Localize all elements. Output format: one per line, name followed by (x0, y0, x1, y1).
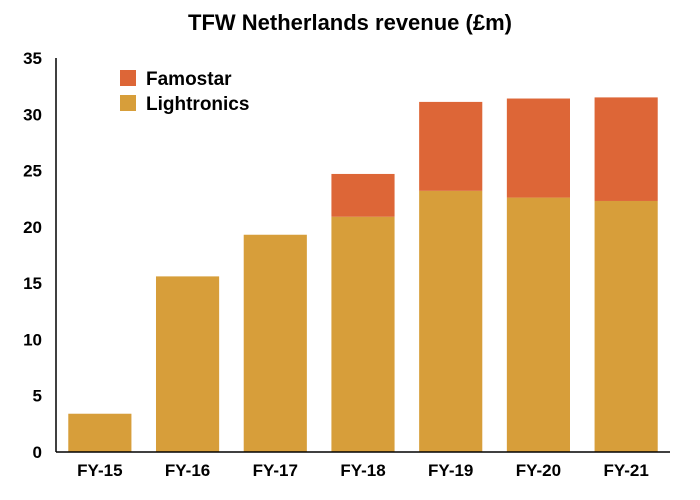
x-tick-label: FY-21 (603, 461, 648, 480)
x-tick-label: FY-20 (516, 461, 561, 480)
y-tick-label: 5 (33, 387, 42, 406)
bar-famostar-fy-19 (419, 101, 483, 191)
x-axis: FY-15 FY-16 FY-17 FY-18 FY-19 FY-20 FY-21 (56, 451, 670, 480)
bar-lightronics-fy-19 (419, 190, 483, 452)
y-tick-label: 10 (23, 330, 42, 349)
legend-swatch-famostar (120, 70, 136, 86)
y-tick-label: 30 (23, 105, 42, 124)
legend-swatch-lightronics (120, 95, 136, 111)
bars-group (68, 97, 658, 452)
x-tick-label: FY-18 (340, 461, 385, 480)
bar-famostar-fy-21 (594, 97, 658, 201)
bar-lightronics-fy-21 (594, 200, 658, 452)
bar-lightronics-fy-20 (506, 197, 570, 452)
bar-lightronics-fy-18 (331, 216, 395, 452)
y-tick-label: 25 (23, 162, 42, 181)
x-tick-label: FY-15 (77, 461, 122, 480)
bar-lightronics-fy-17 (243, 234, 307, 452)
bar-famostar-fy-18 (331, 173, 395, 217)
y-tick-label: 20 (23, 218, 42, 237)
legend-label-lightronics: Lightronics (146, 94, 249, 115)
y-tick-label: 0 (33, 443, 42, 462)
x-tick-label: FY-17 (253, 461, 298, 480)
bar-lightronics-fy-15 (68, 413, 132, 452)
legend: Famostar Lightronics (120, 69, 249, 115)
legend-label-famostar: Famostar (146, 69, 232, 90)
y-axis: 0 5 10 15 20 25 30 35 (23, 49, 57, 462)
chart-title: TFW Netherlands revenue (£m) (188, 10, 512, 35)
x-tick-label: FY-19 (428, 461, 473, 480)
y-tick-label: 15 (23, 274, 42, 293)
bar-lightronics-fy-16 (155, 276, 220, 452)
bar-famostar-fy-20 (506, 98, 570, 198)
x-tick-label: FY-16 (165, 461, 210, 480)
y-tick-label: 35 (23, 49, 42, 68)
